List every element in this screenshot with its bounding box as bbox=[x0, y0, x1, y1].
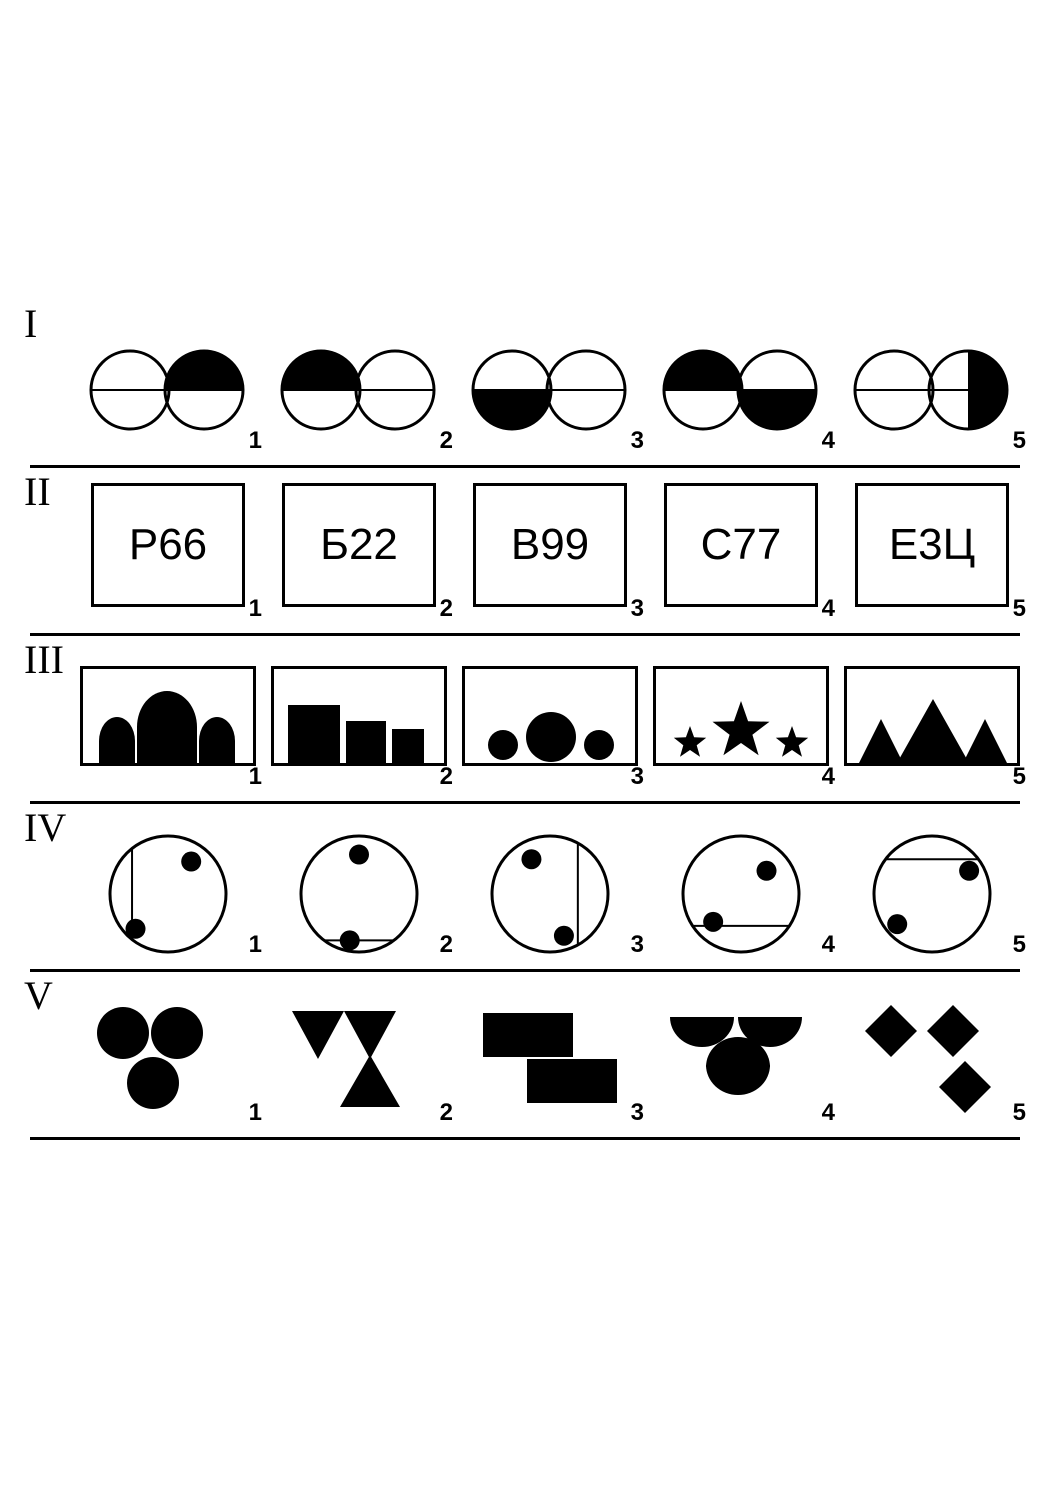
text-box: Е3Ц bbox=[855, 483, 1009, 607]
odd-one-out-grid: I12345IIР661Б222В993С774Е3Ц5III12345IV12… bbox=[30, 300, 1020, 1140]
box-text: Е3Ц bbox=[889, 520, 975, 570]
cell: В993 bbox=[462, 473, 638, 633]
cell: 1 bbox=[80, 651, 256, 801]
row-cells: 12345 bbox=[80, 636, 1020, 801]
cell-number: 5 bbox=[1013, 931, 1026, 959]
cell: 4 bbox=[653, 987, 829, 1137]
cell: 3 bbox=[462, 315, 638, 465]
row-V: V12345 bbox=[30, 972, 1020, 1140]
cell: 1 bbox=[80, 315, 256, 465]
row-cells: 12345 bbox=[80, 804, 1020, 969]
cell: 3 bbox=[462, 819, 638, 969]
shape-box bbox=[844, 666, 1020, 766]
box-text: В99 bbox=[511, 520, 589, 570]
cell: Е3Ц5 bbox=[844, 473, 1020, 633]
row-label: I bbox=[24, 300, 37, 347]
cell-number: 5 bbox=[1013, 763, 1026, 791]
cell: 4 bbox=[653, 651, 829, 801]
cell: 4 bbox=[653, 315, 829, 465]
cell: 3 bbox=[462, 651, 638, 801]
cell-number: 3 bbox=[631, 595, 644, 623]
cell-number: 1 bbox=[249, 1099, 262, 1127]
cell-number: 2 bbox=[440, 1099, 453, 1127]
cell-number: 3 bbox=[631, 931, 644, 959]
row-III: III12345 bbox=[30, 636, 1020, 804]
cell: 5 bbox=[844, 819, 1020, 969]
cell: 1 bbox=[80, 987, 256, 1137]
cell-number: 4 bbox=[822, 931, 835, 959]
cell-number: 5 bbox=[1013, 595, 1026, 623]
row-II: IIР661Б222В993С774Е3Ц5 bbox=[30, 468, 1020, 636]
cell: 5 bbox=[844, 651, 1020, 801]
cell: 3 bbox=[462, 987, 638, 1137]
shape-box bbox=[462, 666, 638, 766]
cell-number: 4 bbox=[822, 763, 835, 791]
cell: Р661 bbox=[80, 473, 256, 633]
cell-number: 1 bbox=[249, 595, 262, 623]
cell-number: 4 bbox=[822, 1099, 835, 1127]
cell-number: 2 bbox=[440, 427, 453, 455]
cell-number: 5 bbox=[1013, 1099, 1026, 1127]
cell: Б222 bbox=[271, 473, 447, 633]
cell: 2 bbox=[271, 987, 447, 1137]
cell-number: 1 bbox=[249, 763, 262, 791]
cell: 5 bbox=[844, 987, 1020, 1137]
page: I12345IIР661Б222В993С774Е3Ц5III12345IV12… bbox=[0, 0, 1050, 1485]
cell: 2 bbox=[271, 651, 447, 801]
cell-number: 3 bbox=[631, 763, 644, 791]
cell: 1 bbox=[80, 819, 256, 969]
box-text: Б22 bbox=[320, 520, 398, 570]
cell-number: 2 bbox=[440, 763, 453, 791]
row-label: III bbox=[24, 636, 64, 683]
shape-box bbox=[653, 666, 829, 766]
cell: 2 bbox=[271, 315, 447, 465]
row-label: IV bbox=[24, 804, 66, 851]
row-cells: Р661Б222В993С774Е3Ц5 bbox=[80, 468, 1020, 633]
row-I: I12345 bbox=[30, 300, 1020, 468]
text-box: Р66 bbox=[91, 483, 245, 607]
row-label: II bbox=[24, 468, 51, 515]
row-cells: 12345 bbox=[80, 300, 1020, 465]
cell-number: 3 bbox=[631, 1099, 644, 1127]
cell-number: 2 bbox=[440, 931, 453, 959]
cell-number: 4 bbox=[822, 595, 835, 623]
cell-number: 1 bbox=[249, 427, 262, 455]
row-IV: IV12345 bbox=[30, 804, 1020, 972]
cell: С774 bbox=[653, 473, 829, 633]
cell: 2 bbox=[271, 819, 447, 969]
cell-number: 3 bbox=[631, 427, 644, 455]
cell-number: 5 bbox=[1013, 427, 1026, 455]
text-box: С77 bbox=[664, 483, 818, 607]
box-text: Р66 bbox=[129, 520, 207, 570]
cell-number: 2 bbox=[440, 595, 453, 623]
cell-number: 1 bbox=[249, 931, 262, 959]
box-text: С77 bbox=[701, 520, 782, 570]
text-box: Б22 bbox=[282, 483, 436, 607]
shape-box bbox=[271, 666, 447, 766]
cell-number: 4 bbox=[822, 427, 835, 455]
shape-box bbox=[80, 666, 256, 766]
text-box: В99 bbox=[473, 483, 627, 607]
row-label: V bbox=[24, 972, 53, 1019]
row-cells: 12345 bbox=[80, 972, 1020, 1137]
cell: 4 bbox=[653, 819, 829, 969]
cell: 5 bbox=[844, 315, 1020, 465]
